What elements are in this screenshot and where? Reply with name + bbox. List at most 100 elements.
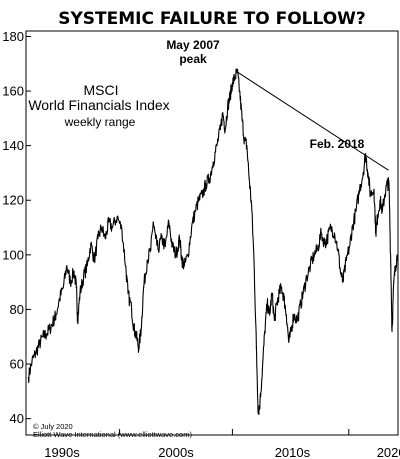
data-point-64	[234, 76, 236, 78]
y-axis: 40 60 80 100 120 140 160 180	[2, 29, 31, 426]
y-tick-label-40: 40	[10, 411, 24, 426]
data-point-37	[150, 248, 152, 250]
data-point-16	[79, 292, 81, 294]
data-point-53	[201, 194, 203, 196]
data-point-92	[302, 292, 304, 294]
data-point-94	[309, 265, 311, 267]
data-point-55	[209, 177, 211, 179]
chart-title: SYSTEMIC FAILURE TO FOLLOW?	[58, 9, 366, 29]
data-point-100	[330, 226, 332, 229]
data-point-23	[104, 237, 106, 240]
data-point-48	[183, 265, 185, 267]
data-point-22	[101, 226, 103, 229]
data-point-4	[42, 336, 44, 338]
data-point-120	[386, 183, 388, 185]
subtitle-line-2: World Financials Index	[28, 97, 169, 113]
data-point-29	[127, 292, 129, 294]
y-tick-label-80: 80	[10, 302, 24, 317]
data-point-114	[373, 188, 375, 190]
data-point-91	[300, 303, 302, 305]
data-point-33	[138, 347, 140, 349]
data-point-119	[384, 194, 386, 196]
data-point-80	[271, 292, 273, 294]
data-point-56	[212, 161, 214, 163]
data-point-8	[55, 314, 57, 316]
data-point-58	[219, 128, 221, 130]
data-point-116	[377, 216, 379, 218]
data-point-108	[355, 210, 357, 212]
data-point-78	[266, 303, 268, 305]
data-point-20	[93, 259, 95, 261]
data-point-47	[181, 259, 183, 261]
data-point-70	[248, 177, 250, 179]
data-point-11	[66, 265, 68, 267]
data-point-81	[273, 319, 275, 321]
data-point-74	[257, 412, 259, 414]
trendline	[236, 71, 389, 171]
y-tick-label-180: 180	[2, 29, 24, 44]
x-tick-label-1990s: 1990s	[44, 445, 80, 459]
data-point-75	[259, 401, 261, 403]
data-point-122	[390, 265, 392, 267]
data-point-115	[375, 232, 377, 234]
data-point-57	[216, 145, 218, 147]
y-tick-label-100: 100	[2, 247, 24, 262]
data-point-123	[391, 330, 393, 332]
plot-frame	[25, 30, 399, 436]
y-tick-label-120: 120	[2, 193, 24, 208]
data-point-7	[53, 319, 55, 321]
data-point-107	[351, 226, 353, 229]
y-tick-label-140: 140	[2, 138, 24, 153]
data-point-60	[224, 128, 226, 130]
data-point-51	[194, 210, 196, 212]
data-point-41	[161, 237, 163, 240]
data-point-28	[125, 265, 127, 267]
x-tick-label-2000s: 2000s	[158, 445, 194, 459]
data-point-97	[320, 232, 322, 234]
data-point-54	[205, 183, 207, 185]
data-point-46	[179, 237, 181, 240]
data-point-26	[116, 216, 118, 218]
data-point-89	[293, 314, 295, 316]
data-point-40	[157, 248, 159, 250]
data-point-77	[264, 330, 266, 332]
annotation-may-2007-line-2: peak	[179, 52, 207, 66]
data-point-105	[345, 259, 347, 261]
data-point-0	[27, 377, 29, 379]
data-point-27	[121, 229, 123, 231]
data-point-110	[362, 172, 364, 174]
data-point-15	[77, 319, 79, 321]
data-point-35	[143, 287, 145, 289]
data-point-59	[222, 112, 224, 114]
data-point-24	[108, 221, 110, 223]
data-point-19	[90, 243, 92, 245]
data-point-25	[111, 226, 113, 229]
data-point-45	[175, 254, 177, 256]
data-point-69	[246, 145, 248, 147]
data-point-66	[239, 90, 241, 92]
data-point-86	[285, 314, 287, 316]
data-point-111	[365, 153, 367, 155]
data-point-32	[135, 336, 137, 338]
data-point-76	[261, 368, 263, 371]
data-point-103	[339, 270, 341, 272]
data-point-125	[395, 265, 397, 267]
data-point-10	[62, 287, 64, 289]
data-point-90	[296, 319, 298, 321]
data-point-63	[231, 82, 233, 84]
credit-copyright: © July 2020	[33, 422, 73, 431]
data-point-112	[367, 172, 369, 174]
data-point-124	[393, 281, 395, 283]
data-point-87	[288, 341, 290, 343]
data-point-82	[276, 303, 278, 305]
trendline-layer	[236, 71, 389, 171]
data-point-2	[35, 352, 37, 354]
x-tick-label-2010s: 2010s	[275, 445, 311, 459]
data-point-43	[168, 221, 170, 223]
x-tick-label-2020s: 2020s	[377, 445, 400, 459]
data-point-109	[359, 188, 361, 190]
y-tick-label-160: 160	[2, 84, 24, 99]
data-point-1	[31, 360, 33, 362]
data-point-71	[251, 205, 253, 207]
